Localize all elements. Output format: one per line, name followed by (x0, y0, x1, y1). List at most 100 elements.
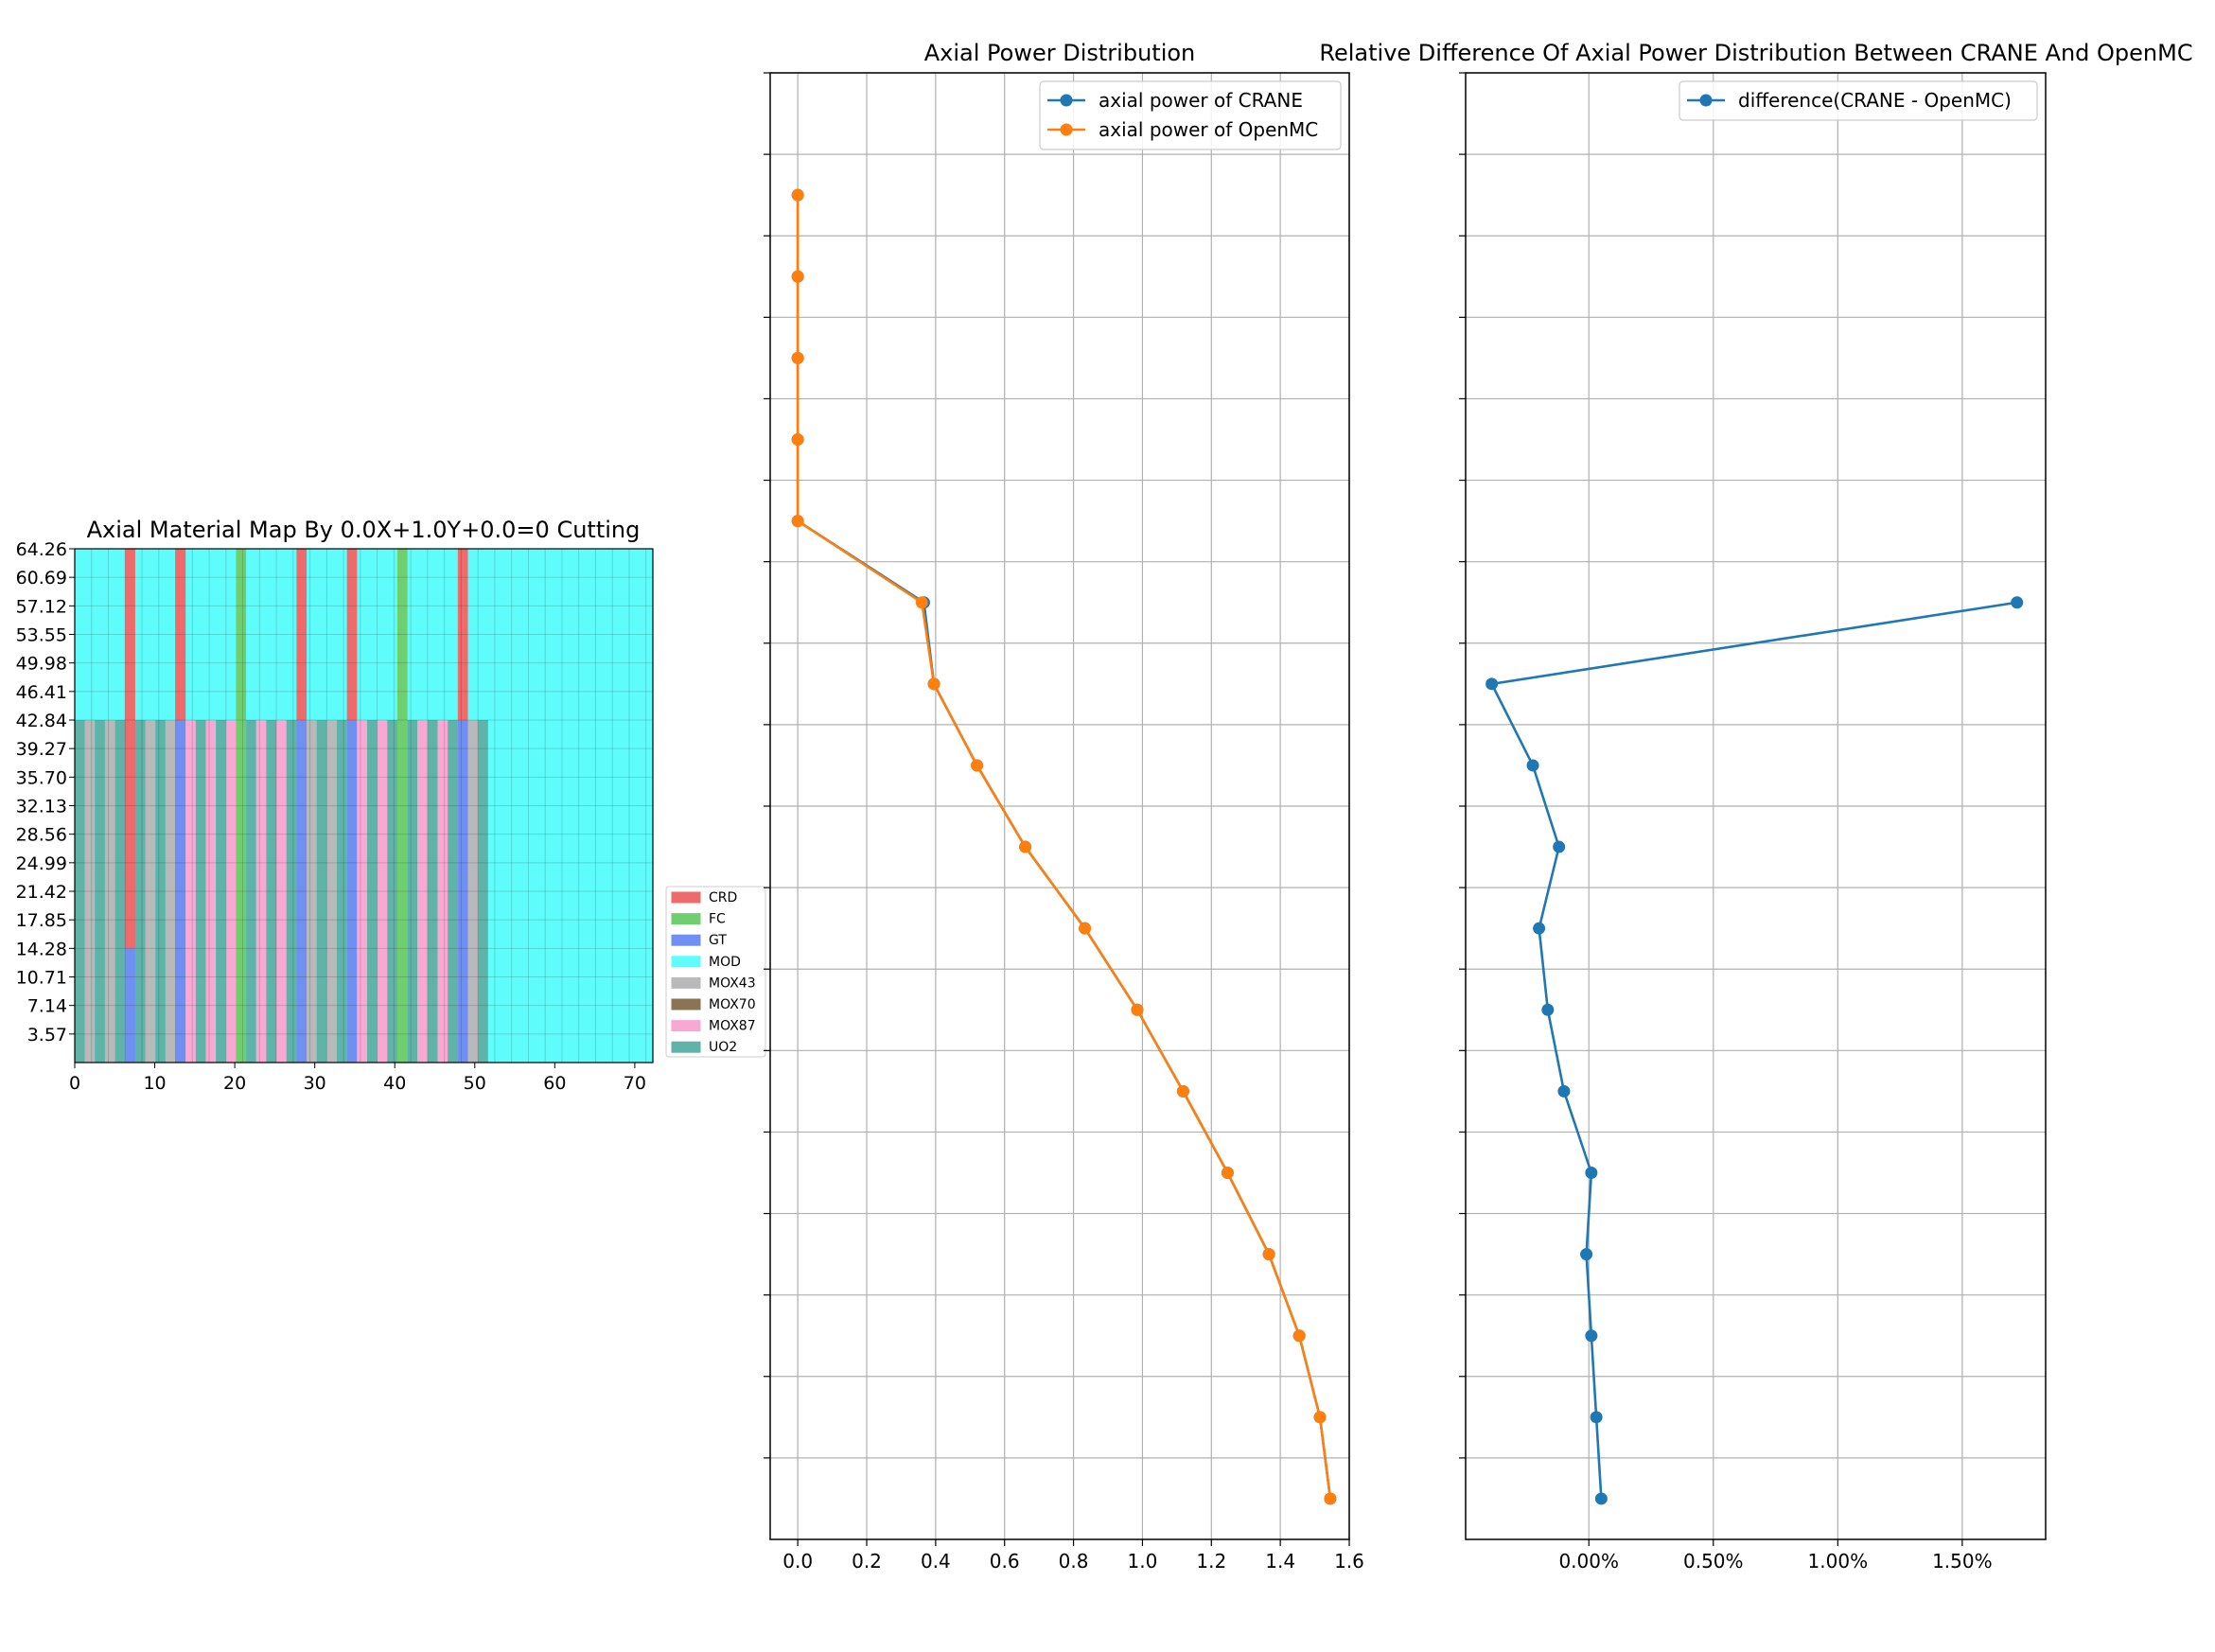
map-cell-uo2 (216, 720, 226, 1063)
map-cell-crd (296, 549, 308, 720)
map-cell-uo2 (266, 720, 277, 1063)
map-y-tick-label: 64.26 (16, 539, 67, 560)
map-cell-gt (346, 720, 358, 1063)
axial-power-x-tick-label: 1.6 (1334, 1550, 1364, 1573)
map-cell-uo2 (286, 720, 297, 1063)
map-cell-uo2 (114, 720, 126, 1063)
map-x-tick-label: 40 (383, 1073, 406, 1094)
map-cell-mox87 (377, 720, 388, 1063)
map-y-tick-label: 14.28 (16, 939, 67, 959)
relative-difference-legend-frame (1679, 80, 2038, 121)
map-y-tick-label: 32.13 (16, 797, 67, 817)
map-cell-crd (457, 549, 468, 720)
map-cell-fc (396, 549, 408, 1063)
map-cell-uo2 (448, 720, 458, 1063)
map-cell-uo2 (387, 720, 397, 1063)
map-legend-swatch-mod (671, 956, 701, 968)
axial-power-series-point-1 (971, 759, 984, 772)
relative-difference-series-point-0 (1557, 1084, 1571, 1098)
relative-difference-legend-marker (1699, 94, 1713, 107)
map-cell-mox87 (185, 720, 196, 1063)
axial-power-series-point-1 (1176, 1084, 1189, 1098)
map-cell-uo2 (366, 720, 378, 1063)
map-cell-mox87 (417, 720, 428, 1063)
map-legend-swatch-gt (671, 934, 701, 946)
relative-difference-series-point-0 (1541, 1003, 1555, 1016)
axial-power-series-point-1 (1313, 1411, 1327, 1424)
map-cell-uo2 (337, 720, 347, 1063)
relative-difference-series-point-0 (1580, 1248, 1593, 1261)
map-cell-fc (236, 549, 247, 1063)
map-y-tick-label: 24.99 (16, 853, 67, 874)
axial-power-series-point-1 (1262, 1248, 1275, 1261)
map-legend-label: MOX87 (709, 1019, 756, 1034)
relative-difference-panel: Relative Difference Of Axial Power Distr… (1319, 40, 2192, 1573)
map-legend-label: FC (709, 912, 726, 927)
map-cell-mox43 (165, 720, 176, 1063)
map-cell-uo2 (407, 720, 418, 1063)
axial-power-legend-marker (1060, 123, 1073, 136)
material-map-legend: CRD FC GT MOD MOX43 MOX70 MOX87 UO2 (665, 886, 766, 1058)
map-y-tick-label: 49.98 (16, 654, 67, 675)
map-cell-mox87 (205, 720, 217, 1063)
map-cell-mox43 (467, 720, 479, 1063)
map-cell-mox87 (225, 720, 237, 1063)
map-cell-crd (125, 549, 135, 949)
map-x-tick-label: 70 (624, 1073, 646, 1094)
map-y-tick-label: 42.84 (16, 711, 67, 731)
axial-power-series-point-1 (791, 433, 804, 446)
relative-difference-series-point-0 (1553, 840, 1566, 853)
map-x-tick-label: 50 (464, 1073, 486, 1094)
material-map-x-ticks: 0 10 20 30 40 50 60 70 (69, 1063, 646, 1094)
axial-power-x-tick-label: 0.6 (990, 1550, 1020, 1573)
map-y-tick-label: 7.14 (27, 996, 67, 1017)
material-map-plot-area (74, 548, 654, 1063)
map-legend-swatch-mox70 (671, 998, 701, 1011)
map-cell-mox87 (276, 720, 287, 1063)
relative-difference-series-point-0 (1533, 922, 1546, 935)
map-cell-mox87 (357, 720, 367, 1063)
map-cell-mox43 (145, 720, 156, 1063)
axial-power-series (791, 188, 1337, 1505)
map-legend-swatch-mox43 (671, 976, 701, 989)
axial-power-series-point-1 (791, 351, 804, 364)
axial-power-x-tick-label: 1.0 (1128, 1550, 1158, 1573)
axial-power-x-tick-label: 0.8 (1059, 1550, 1089, 1573)
map-legend-swatch-uo2 (671, 1041, 701, 1053)
axial-power-series-point-1 (791, 188, 804, 202)
relative-difference-series-point-0 (1485, 677, 1499, 691)
map-legend-label: UO2 (709, 1040, 737, 1055)
map-cell-mox87 (437, 720, 448, 1063)
map-cell-gt (175, 720, 186, 1063)
map-cell-uo2 (75, 720, 85, 1063)
relative-difference-series-point-0 (1590, 1411, 1603, 1424)
axial-power-legend-marker (1060, 94, 1073, 107)
map-legend-swatch-mox87 (671, 1020, 701, 1032)
map-y-tick-label: 35.70 (16, 767, 67, 788)
axial-power-series-point-1 (1324, 1492, 1337, 1505)
axial-power-series-point-1 (791, 270, 804, 283)
map-legend-label: CRD (709, 890, 737, 905)
map-cell-mox43 (326, 720, 338, 1063)
relative-difference-series-point-0 (1526, 759, 1539, 772)
relative-difference-series-line-0 (1489, 601, 2017, 1500)
relative-difference-series-point-0 (1585, 1167, 1598, 1179)
map-y-tick-label: 39.27 (16, 739, 67, 760)
relative-difference-axes: 0.00% 0.50% 1.00% 1.50% (1459, 72, 2047, 1573)
axial-power-series-point-1 (1221, 1167, 1234, 1179)
map-y-tick-label: 10.71 (16, 968, 67, 989)
axial-power-title: Axial Power Distribution (924, 40, 1196, 66)
axial-power-panel: Axial Power Distribution 0.0 0.2 0.4 0.6 0.8… (764, 40, 1364, 1573)
relative-difference-legend: difference(CRANE - OpenMC) (1679, 80, 2038, 121)
map-legend-swatch-crd (671, 891, 701, 904)
axial-power-x-tick-label: 1.4 (1265, 1550, 1295, 1573)
axial-power-series-point-1 (915, 596, 928, 609)
axial-power-x-tick-label: 1.2 (1196, 1550, 1226, 1573)
relative-difference-series-point-0 (2011, 596, 2024, 609)
map-y-tick-label: 46.41 (16, 682, 67, 703)
axial-power-series-point-1 (1131, 1003, 1144, 1016)
material-map-panel: Axial Material Map By 0.0X+1.0Y+0.0=0 Cu… (16, 517, 766, 1094)
axial-power-x-tick-label: 0.2 (852, 1550, 882, 1573)
axial-power-axes: 0.0 0.2 0.4 0.6 0.8 1.0 1.2 1.4 1.6 (764, 72, 1364, 1573)
